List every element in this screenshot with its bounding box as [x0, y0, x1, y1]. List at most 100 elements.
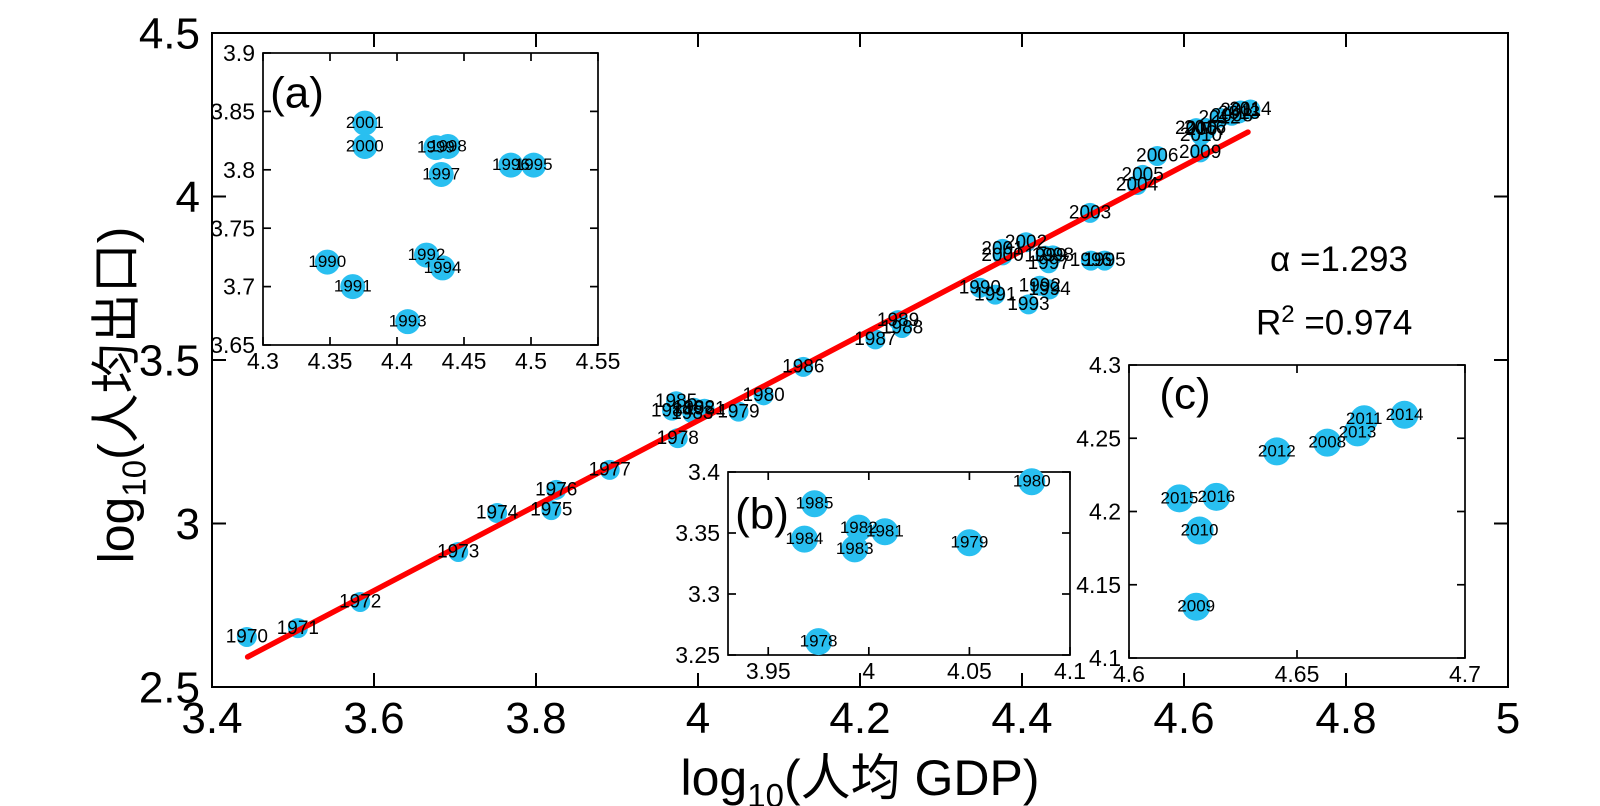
year-label: 2015	[1175, 118, 1217, 139]
data-point	[395, 309, 421, 335]
data-point	[1343, 418, 1372, 447]
data-point	[1182, 592, 1211, 621]
data-point	[865, 329, 886, 350]
y-tick-label: 3.5	[139, 336, 200, 385]
data-point	[521, 152, 547, 178]
panel-label: (a)	[270, 68, 324, 117]
year-label: 2012	[1198, 107, 1240, 128]
data-point	[1018, 294, 1039, 315]
data-point	[1390, 400, 1419, 429]
year-label: 1996	[492, 155, 530, 174]
y-tick-label: 4.15	[1076, 572, 1121, 598]
data-point	[992, 238, 1013, 259]
x-tick-label: 4.4	[381, 348, 413, 374]
y-tick-label: 3.85	[210, 98, 255, 124]
data-point	[1165, 484, 1194, 513]
plot-c: 4.6 4.65 4.7 4.1 4.15 4.2 4.25 4.3 2008 2009 2010 2…	[1076, 352, 1481, 687]
r-squared-annotation: R2 =0.974	[1256, 301, 1412, 344]
year-label: 1979	[950, 533, 988, 552]
x-tick-label: 4	[686, 694, 710, 743]
year-label: 2007	[1186, 119, 1228, 140]
x-tick-label: 4.2	[829, 694, 890, 743]
year-label: 2005	[1122, 165, 1164, 186]
data-point	[487, 503, 508, 524]
year-label: 2006	[1136, 146, 1178, 167]
y-tick-label: 4.3	[1089, 352, 1121, 378]
plot-background	[728, 472, 1070, 655]
year-label: 1983	[671, 403, 713, 424]
year-label: 2010	[1181, 520, 1219, 539]
x-tick-label: 4	[862, 658, 875, 684]
x-tick-label: 4.05	[947, 658, 992, 684]
x-axis-label: log10(人均 GDP)	[460, 738, 1260, 806]
x-tick-label: 4.35	[308, 348, 353, 374]
data-point	[805, 628, 833, 656]
data-point	[790, 525, 818, 553]
data-point	[985, 284, 1006, 305]
year-label: 2016	[1197, 487, 1235, 506]
year-label: 2013	[1339, 422, 1377, 441]
x-tick-label: 4.7	[1449, 661, 1481, 687]
axes-box	[1128, 364, 1466, 659]
panel-label: (c)	[1159, 369, 1210, 418]
data-point	[666, 391, 687, 412]
x-axis-label-text: (人均 GDP)	[783, 750, 1040, 806]
year-label: 1984	[651, 400, 694, 421]
year-label: 2010	[1180, 125, 1222, 146]
plot-b: 3.95 4 4.05 4.1 3.25 3.3 3.35 3.4 1978 1979 1980 19…	[675, 459, 1086, 684]
data-point	[969, 277, 990, 298]
year-label: 1991	[974, 284, 1016, 305]
year-label: 1992	[408, 245, 446, 264]
year-label: 2011	[1220, 100, 1261, 121]
data-point	[955, 529, 983, 557]
x-tick-label: 4.3	[247, 348, 279, 374]
data-point	[352, 110, 378, 136]
r-squared-exponent: 2	[1281, 301, 1295, 328]
year-label: 2012	[1258, 441, 1296, 460]
year-label: 2001	[346, 113, 384, 132]
data-point	[340, 274, 366, 300]
year-label: 1995	[515, 155, 553, 174]
year-label: 2003	[1069, 203, 1111, 224]
y-tick-label: 3	[176, 500, 200, 549]
year-label: 1989	[877, 310, 919, 331]
data-point	[871, 518, 899, 546]
data-point	[236, 626, 257, 647]
x-tick-label: 3.6	[343, 694, 404, 743]
r-squared-value: =0.974	[1294, 303, 1413, 343]
data-point	[1262, 437, 1291, 466]
r-squared-base: R	[1256, 303, 1282, 343]
year-label: 1985	[796, 494, 834, 513]
data-point	[428, 161, 454, 187]
year-label: 1978	[657, 428, 699, 449]
year-label: 2014	[1386, 405, 1424, 424]
year-label: 1994	[424, 258, 462, 277]
data-point	[1185, 516, 1214, 545]
data-point	[1039, 279, 1060, 300]
plot-background	[263, 53, 598, 345]
year-label: 2000	[981, 245, 1023, 266]
year-label: 1971	[277, 618, 319, 639]
y-tick-label: 3.35	[675, 520, 720, 546]
year-label: 1987	[854, 329, 896, 350]
x-tick-label: 4.45	[442, 348, 487, 374]
year-label: 1999	[417, 138, 455, 157]
data-point	[1132, 164, 1153, 185]
data-point	[1240, 99, 1261, 120]
year-label: 1983	[836, 539, 874, 558]
year-label: 2016	[1184, 117, 1226, 138]
y-axis-label: log10(人均出口)	[77, 227, 154, 564]
x-tick-label: 3.8	[505, 694, 566, 743]
year-label: 2004	[1116, 175, 1159, 196]
data-point	[1313, 428, 1342, 457]
year-label: 1978	[800, 632, 838, 651]
x-tick-label: 4.65	[1275, 661, 1320, 687]
data-point	[1209, 107, 1230, 128]
axes-box	[211, 32, 1509, 688]
year-label: 1980	[1013, 472, 1051, 491]
year-label: 1984	[786, 529, 824, 548]
year-label: 1985	[655, 391, 697, 412]
data-point	[801, 490, 829, 518]
year-label: 2001	[981, 238, 1023, 259]
